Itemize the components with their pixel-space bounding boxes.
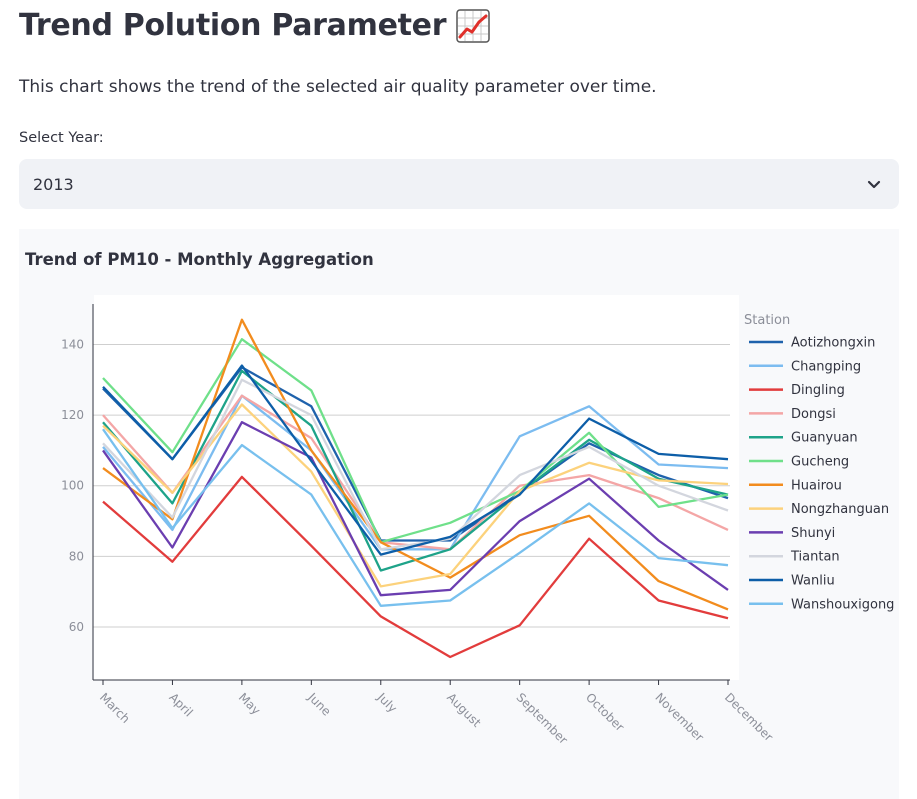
chevron-down-icon bbox=[867, 180, 881, 189]
y-tick-label: 60 bbox=[69, 620, 84, 634]
legend-label: Guanyuan bbox=[791, 431, 858, 446]
x-tick-label: July bbox=[374, 690, 400, 716]
series-line-wanshouxigong bbox=[102, 428, 729, 607]
legend-item-wanshouxigong[interactable]: Wanshouxigong bbox=[749, 597, 894, 612]
series-line-dingling bbox=[102, 475, 729, 659]
x-tick-label: April bbox=[166, 690, 195, 719]
y-tick-label: 80 bbox=[69, 549, 84, 563]
y-tick-label: 100 bbox=[61, 479, 84, 493]
legend-item-shunyi[interactable]: Shunyi bbox=[749, 526, 835, 541]
legend-label: Gucheng bbox=[791, 455, 849, 470]
x-tick-label: November bbox=[652, 690, 706, 744]
legend-item-aotizhongxin[interactable]: Aotizhongxin bbox=[749, 336, 875, 351]
legend-item-tiantan[interactable]: Tiantan bbox=[749, 550, 840, 565]
x-tick-label: December bbox=[722, 690, 776, 744]
x-tick-label: June bbox=[305, 690, 334, 719]
year-select[interactable]: 2013 bbox=[19, 159, 899, 209]
x-tick-label: October bbox=[583, 690, 627, 734]
legend-item-guanyuan[interactable]: Guanyuan bbox=[749, 431, 858, 446]
legend-label: Huairou bbox=[791, 478, 842, 493]
y-tick-label: 120 bbox=[61, 408, 84, 422]
legend-label: Changping bbox=[791, 359, 861, 374]
page-title: Trend Polution Parameter bbox=[19, 8, 490, 43]
legend-item-gucheng[interactable]: Gucheng bbox=[749, 455, 849, 470]
chart-series bbox=[102, 318, 729, 659]
legend-title: Station bbox=[744, 313, 790, 328]
legend-item-dongsi[interactable]: Dongsi bbox=[749, 407, 836, 422]
legend-label: Tiantan bbox=[790, 550, 840, 565]
legend-label: Wanliu bbox=[791, 574, 835, 589]
x-tick-label: May bbox=[236, 690, 263, 717]
legend-label: Dingling bbox=[791, 383, 845, 398]
legend-item-changping[interactable]: Changping bbox=[749, 359, 861, 374]
plot-area bbox=[94, 295, 739, 680]
legend-label: Nongzhanguan bbox=[791, 502, 889, 517]
legend-item-dingling[interactable]: Dingling bbox=[749, 383, 845, 398]
year-select-value: 2013 bbox=[33, 174, 74, 194]
legend-label: Aotizhongxin bbox=[791, 336, 875, 351]
year-select-label: Select Year: bbox=[19, 130, 104, 146]
series-line-gucheng bbox=[102, 338, 729, 544]
legend-item-wanliu[interactable]: Wanliu bbox=[749, 574, 835, 589]
x-tick-label: September bbox=[514, 690, 571, 747]
legend-label: Wanshouxigong bbox=[791, 597, 894, 612]
y-tick-label: 140 bbox=[61, 337, 84, 351]
x-tick-label: March bbox=[97, 690, 133, 726]
x-tick-label: August bbox=[444, 690, 484, 730]
page-title-text: Trend Polution Parameter bbox=[19, 8, 447, 43]
page-description: This chart shows the trend of the select… bbox=[19, 77, 657, 97]
chart-increasing-icon bbox=[456, 8, 490, 43]
series-line-tiantan bbox=[102, 378, 729, 551]
legend-label: Shunyi bbox=[791, 526, 835, 541]
legend-item-nongzhanguan[interactable]: Nongzhanguan bbox=[749, 502, 889, 517]
series-line-huairou bbox=[102, 318, 729, 611]
series-line-wanliu bbox=[102, 364, 729, 556]
chart-title: Trend of PM10 - Monthly Aggregation bbox=[25, 250, 374, 269]
legend-item-huairou[interactable]: Huairou bbox=[749, 478, 842, 493]
legend-label: Dongsi bbox=[791, 407, 836, 422]
